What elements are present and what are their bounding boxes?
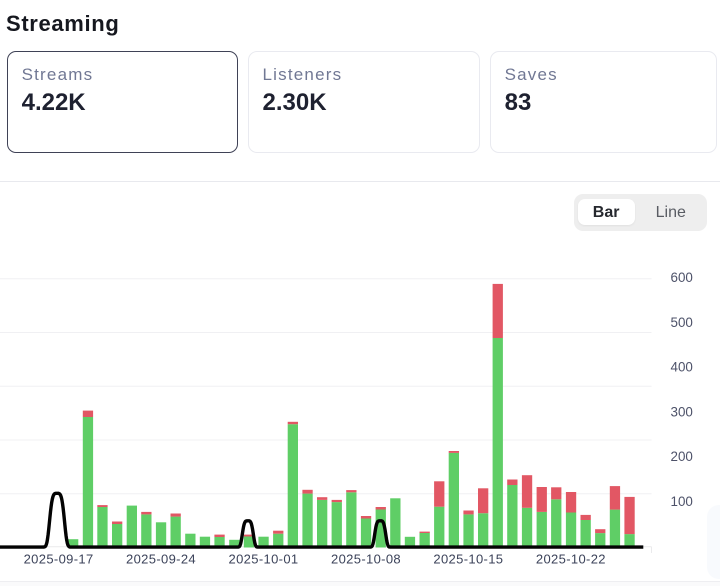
svg-text:400: 400: [671, 360, 693, 375]
svg-text:600: 600: [671, 270, 693, 285]
svg-text:2025-09-24: 2025-09-24: [126, 552, 196, 567]
svg-text:300: 300: [671, 404, 693, 419]
svg-text:2025-10-01: 2025-10-01: [229, 552, 299, 567]
svg-text:2025-09-17: 2025-09-17: [24, 552, 94, 567]
svg-text:100: 100: [671, 494, 693, 509]
svg-text:2025-10-08: 2025-10-08: [331, 552, 401, 567]
svg-text:500: 500: [671, 315, 693, 330]
svg-text:2025-10-22: 2025-10-22: [536, 552, 606, 567]
svg-text:200: 200: [671, 449, 693, 464]
svg-text:2025-10-15: 2025-10-15: [433, 552, 503, 567]
